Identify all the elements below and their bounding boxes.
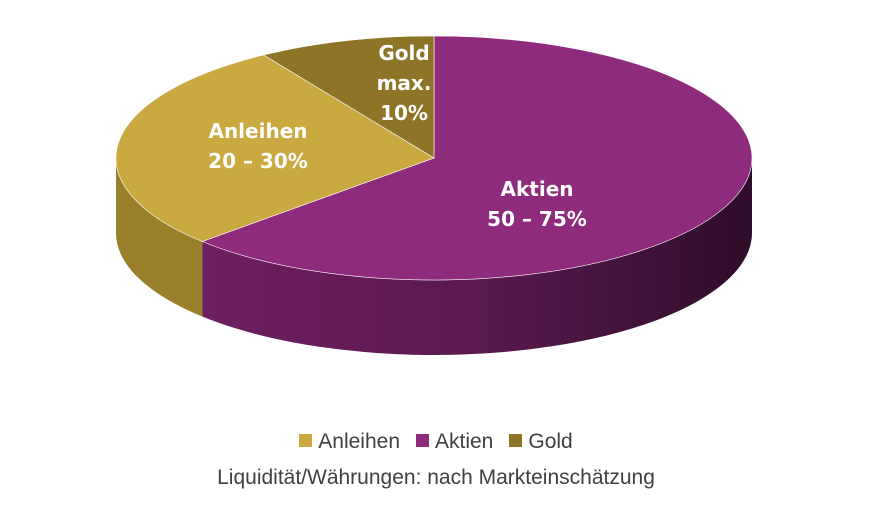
slice-value-label: max. 10% (376, 71, 432, 125)
slice-category: Anleihen (208, 119, 308, 143)
legend-item: Gold (509, 430, 573, 454)
legend-item: Aktien (416, 430, 493, 454)
legend-label: Gold (528, 430, 573, 453)
legend-swatch (299, 434, 313, 447)
slice (115, 54, 435, 242)
slice-label: Gold max. 10% (372, 38, 436, 128)
slice-side (116, 158, 203, 317)
slice-category: Aktien (500, 177, 574, 201)
slice-value-label: 50 – 75% (487, 207, 587, 231)
slice (201, 35, 753, 281)
slice-label: Aktien 50 – 75% (457, 174, 617, 234)
slice-category: Gold (378, 41, 430, 65)
legend-label: Anleihen (318, 430, 400, 453)
legend-swatch (416, 434, 429, 447)
slice-side (202, 158, 752, 355)
slice (262, 35, 435, 159)
slice-label: Anleihen 20 – 30% (183, 116, 333, 176)
legend-swatch (509, 434, 523, 447)
slice-value-label: 20 – 30% (208, 149, 308, 173)
note: Liquidität/Währungen: nach Markteinschät… (217, 466, 655, 489)
legend-item: Anleihen (299, 430, 400, 454)
legend: Anleihen Aktien Gold (0, 430, 872, 454)
legend-label: Aktien (435, 430, 494, 453)
